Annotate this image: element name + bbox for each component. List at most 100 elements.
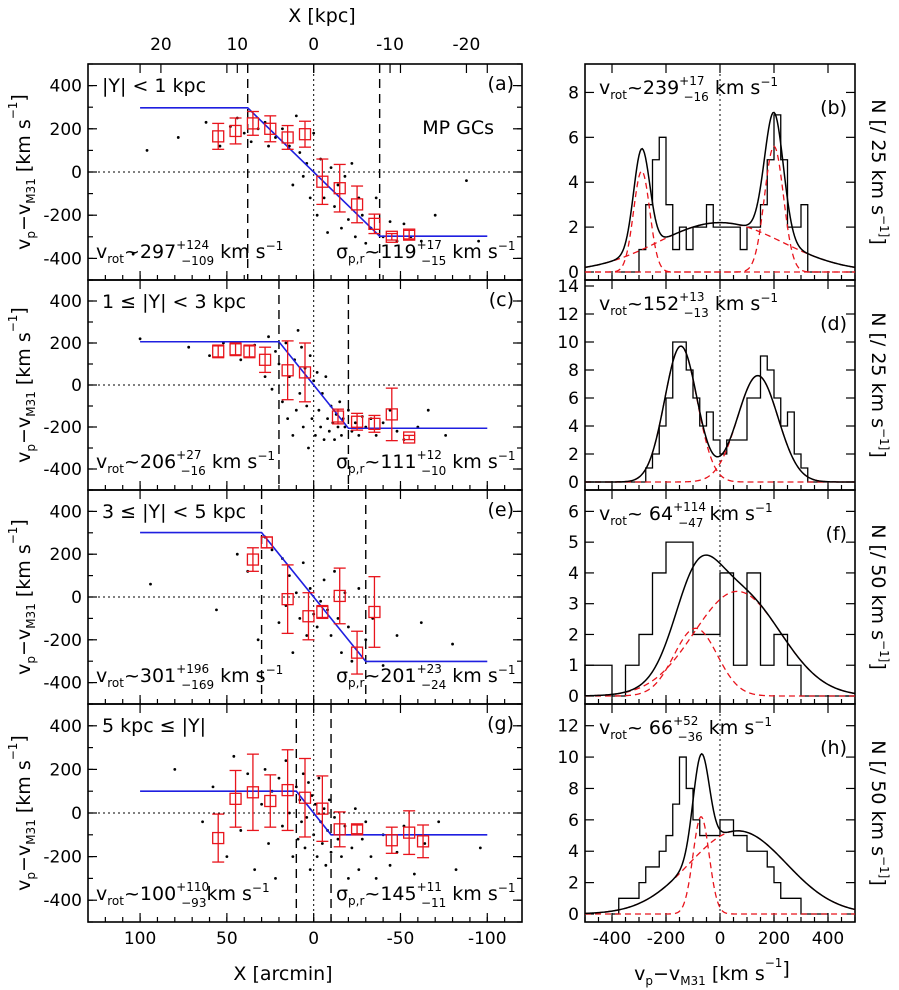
gc-point [322, 438, 326, 441]
y-tick-label: 200 [50, 760, 82, 780]
gc-point [145, 149, 149, 152]
sample-note: MP GCs [422, 117, 494, 139]
region-label: 3 ≤ |Y| < 5 kpc [102, 501, 246, 523]
right-y-tick-label: 0 [568, 905, 579, 925]
binned-point [229, 124, 242, 138]
right-y-tick-label: 10 [557, 748, 579, 768]
right-x-tick-label: 200 [758, 929, 790, 949]
right-y-tick-label: 1 [568, 656, 579, 676]
gc-point [374, 196, 378, 200]
gc-point [301, 174, 305, 178]
gc-point [329, 634, 333, 637]
total-fit-curve [584, 554, 856, 697]
vrot-label: vrot~297+124 −109 km s−1 [96, 238, 283, 268]
binned-point [385, 408, 398, 421]
x-tick-label: -100 [468, 929, 507, 949]
gc-point [211, 785, 215, 789]
gc-point [187, 345, 191, 349]
gc-point [149, 582, 152, 586]
gc-point [270, 387, 274, 391]
binned-point [350, 415, 364, 428]
binned-point [333, 182, 346, 195]
gc-point [308, 868, 312, 872]
gc-point [284, 341, 288, 345]
region-label: 5 kpc ≤ |Y| [102, 715, 206, 737]
gc-point [131, 252, 135, 256]
y-tick-label: 400 [50, 717, 82, 737]
gc-point [260, 802, 263, 806]
top-axis-label: X [kpc] [288, 5, 355, 27]
binned-point [281, 592, 294, 606]
right-x-tick-label: 400 [812, 929, 844, 949]
gc-point [326, 231, 329, 234]
y-axis-label-right: N [/ 25 km s−1]] [867, 312, 891, 458]
gc-point [314, 434, 317, 437]
gc-point [353, 235, 357, 239]
right-vrot-label: vrot~ 64+114 −47 km s−1 [599, 500, 773, 530]
gc-point [138, 337, 142, 341]
right-vrot-label: vrot~239+17 −16 km s−1 [599, 74, 778, 104]
gc-point [360, 213, 364, 217]
y-tick-label: 0 [71, 163, 82, 183]
binned-point [243, 345, 256, 358]
gc-point [218, 144, 222, 148]
right-y-tick-label: 2 [568, 218, 579, 238]
panel-row-a: -400 -200 0 200 400 |Y| < 1 kpc (a) MP GCs vrot~… [6, 63, 891, 283]
gc-point [312, 833, 316, 837]
binned-point [316, 605, 329, 619]
gc-point [315, 855, 319, 858]
right-vrot-label: vrot~152+13 −13 km s−1 [599, 290, 778, 320]
gc-point [301, 772, 305, 776]
gc-point [298, 392, 302, 395]
gc-point [329, 850, 333, 854]
gc-point [239, 358, 243, 362]
gc-point [347, 877, 350, 880]
gc-point [303, 846, 307, 850]
gc-point [395, 429, 399, 433]
gc-point [336, 837, 340, 841]
binned-point [260, 536, 273, 549]
binned-point [403, 431, 416, 444]
right-y-tick-label: 2 [568, 445, 579, 465]
binned-point [258, 353, 272, 366]
panel-row-e: -400 -200 0 200 400 3 ≤ |Y| < 5 kpc (e) vrot~30… [6, 489, 891, 707]
gc-point [314, 802, 317, 806]
gc-point [204, 120, 208, 124]
rotation-model-line [140, 531, 488, 663]
gc-point [312, 131, 316, 135]
gc-point [301, 561, 305, 565]
gc-point [412, 872, 416, 876]
binned-point [333, 823, 346, 836]
binned-point [368, 217, 381, 230]
gc-point [319, 599, 323, 603]
gc-point [347, 408, 350, 412]
gc-point [340, 434, 343, 437]
gc-point [215, 608, 218, 612]
gc-point [374, 434, 378, 437]
binned-point [229, 343, 242, 356]
right-y-tick-label: 4 [568, 173, 579, 193]
binned-point [246, 117, 260, 130]
y-axis-label-right: N [/ 50 km s−1]] [867, 740, 891, 886]
y-tick-label: 0 [71, 804, 82, 824]
right-y-tick-label: 6 [568, 128, 579, 148]
binned-point [246, 553, 260, 566]
x-tick-label: 100 [124, 929, 156, 949]
right-x-tick-label: -200 [647, 929, 686, 949]
right-y-tick-label: 6 [568, 811, 579, 831]
y-axis-label-left: vp−vM31 [km s−1] [6, 94, 38, 250]
gc-point [340, 651, 343, 655]
binned-point [403, 228, 416, 241]
gc-point [242, 131, 246, 135]
gc-point [274, 136, 277, 139]
gc-point [291, 434, 295, 437]
gc-point [300, 345, 303, 349]
velocity-histogram [618, 114, 822, 273]
gc-point [317, 776, 321, 780]
right-y-tick-label: 12 [557, 717, 579, 737]
right-panel-tag: (b) [820, 97, 847, 119]
right-y-tick-label: 0 [568, 473, 579, 493]
gaussian-component-curve [585, 627, 855, 697]
gc-point [291, 855, 295, 858]
